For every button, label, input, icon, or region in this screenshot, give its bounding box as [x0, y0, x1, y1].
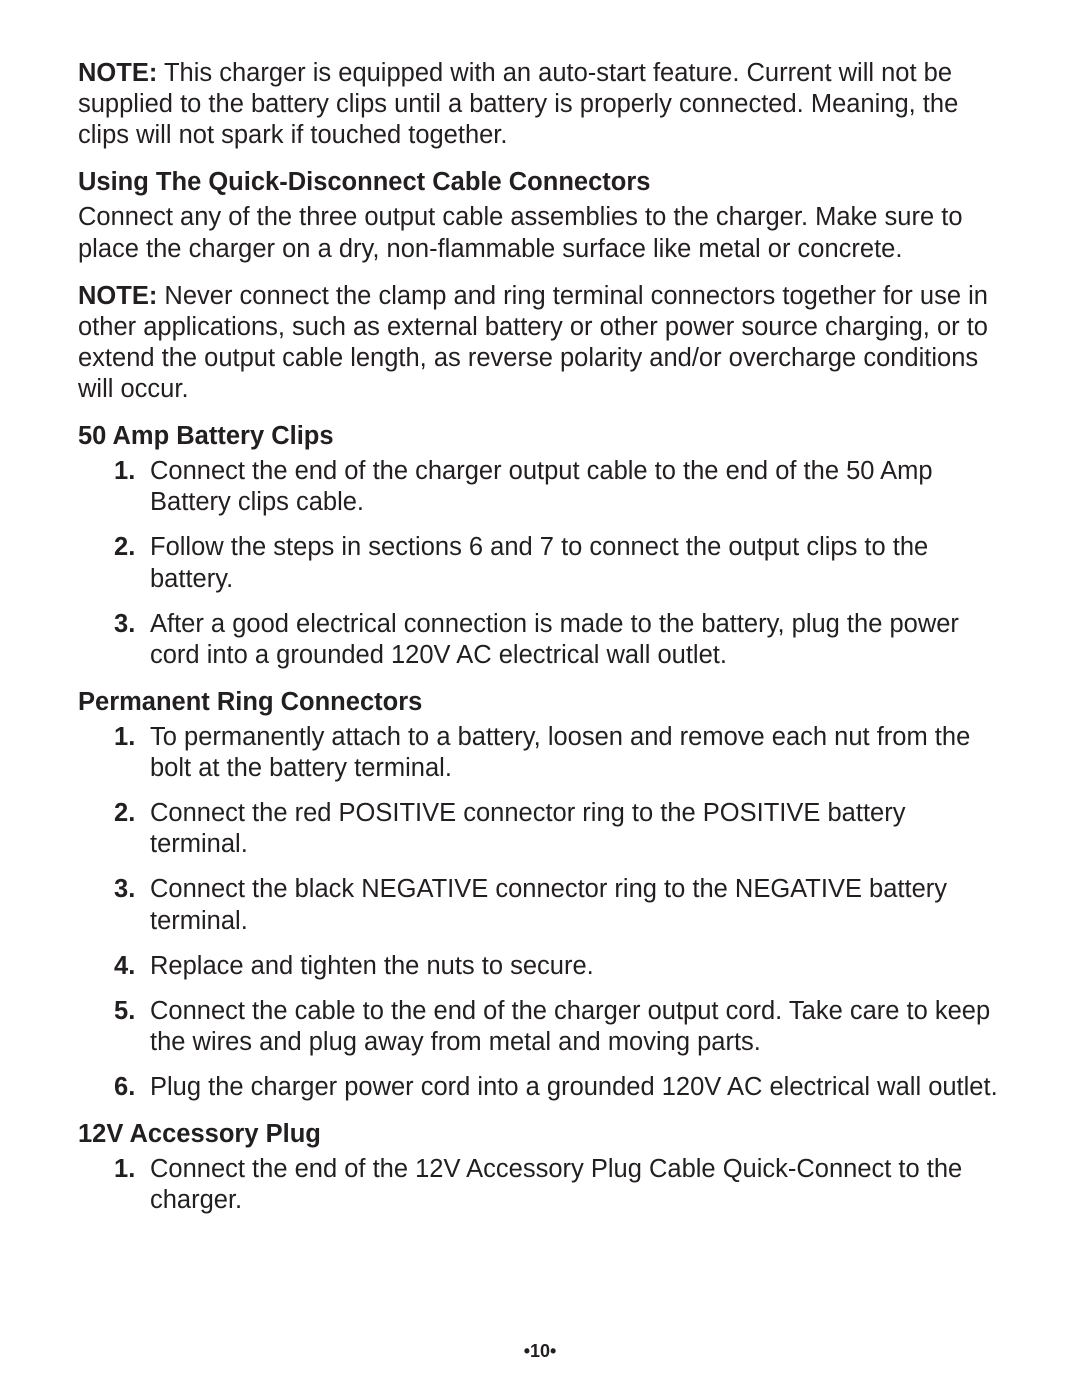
list-item: To permanently attach to a battery, loos… [150, 722, 1002, 784]
note-text: Never connect the clamp and ring termina… [78, 282, 988, 403]
list-item: Connect the cable to the end of the char… [150, 996, 1002, 1058]
list-item: Connect the black NEGATIVE connector rin… [150, 874, 1002, 936]
note-paragraph-1: NOTE: This charger is equipped with an a… [78, 58, 1002, 151]
heading-12v-plug: 12V Accessory Plug [78, 1119, 1002, 1150]
list-ring-connectors: To permanently attach to a battery, loos… [78, 722, 1002, 1103]
list-12v-plug: Connect the end of the 12V Accessory Plu… [78, 1154, 1002, 1216]
heading-ring-connectors: Permanent Ring Connectors [78, 687, 1002, 718]
note-label: NOTE: [78, 282, 157, 310]
heading-quick-disconnect: Using The Quick-Disconnect Cable Connect… [78, 167, 1002, 198]
heading-50amp: 50 Amp Battery Clips [78, 421, 1002, 452]
note-label: NOTE: [78, 59, 157, 87]
list-item: After a good electrical connection is ma… [150, 609, 1002, 671]
page-number: •10• [0, 1341, 1080, 1363]
list-item: Follow the steps in sections 6 and 7 to … [150, 532, 1002, 594]
list-item: Plug the charger power cord into a groun… [150, 1072, 1002, 1103]
list-item: Connect the red POSITIVE connector ring … [150, 798, 1002, 860]
list-item: Replace and tighten the nuts to secure. [150, 951, 1002, 982]
list-50amp: Connect the end of the charger output ca… [78, 456, 1002, 671]
body-quick-disconnect: Connect any of the three output cable as… [78, 202, 1002, 264]
note-text: This charger is equipped with an auto-st… [78, 59, 958, 149]
list-item: Connect the end of the charger output ca… [150, 456, 1002, 518]
list-item: Connect the end of the 12V Accessory Plu… [150, 1154, 1002, 1216]
note-paragraph-2: NOTE: Never connect the clamp and ring t… [78, 281, 1002, 405]
